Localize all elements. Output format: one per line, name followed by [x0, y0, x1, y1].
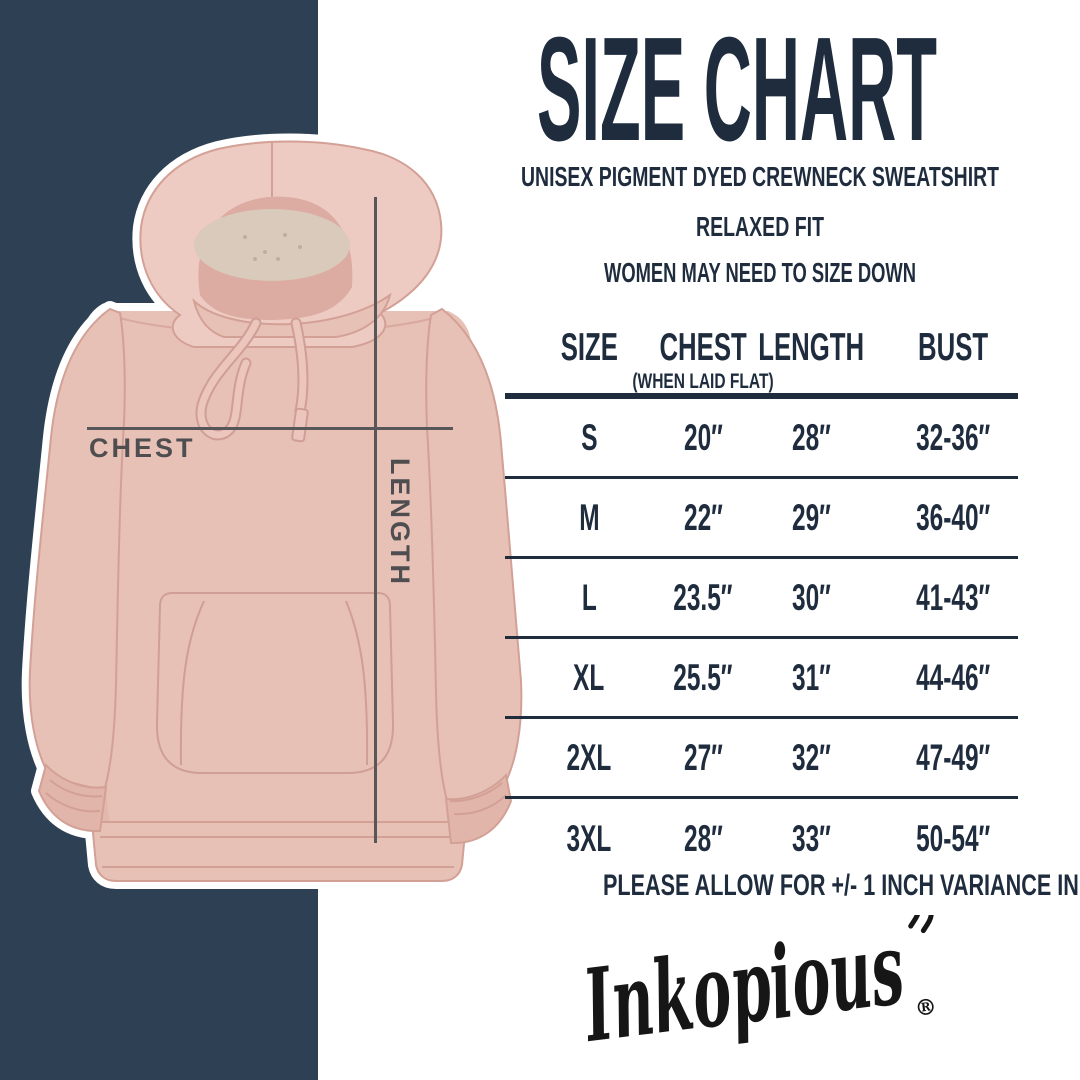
bust-value: 47-49″: [916, 736, 991, 778]
inner-neck-patch: [194, 209, 350, 281]
size-value: 3XL: [566, 818, 612, 859]
hoodie-product-photo: [10, 125, 540, 905]
size-table-header: SIZE CHEST LENGTH BUST (WHEN LAID FLAT): [505, 318, 1018, 399]
chest-value: 28″: [683, 818, 723, 859]
length-measure-line: [374, 197, 377, 843]
chest-value: 22″: [683, 496, 723, 538]
chest-note-label: (WHEN LAID FLAT): [632, 370, 774, 393]
subtitle-sizing-advice: WOMEN MAY NEED TO SIZE DOWN: [604, 257, 916, 288]
page-title-text: SIZE CHART: [537, 26, 937, 146]
length-value: 29″: [791, 496, 831, 538]
chest-measure-line: [87, 427, 453, 430]
length-measure-label: LENGTH: [385, 458, 415, 587]
subtitle-product: UNISEX PIGMENT DYED CREWNECK SWEATSHIRT: [521, 161, 999, 192]
chest-value: 27″: [683, 736, 723, 778]
right-cuff: [444, 772, 513, 845]
col-size-label: SIZE: [560, 326, 618, 369]
left-sleeve: [28, 307, 126, 793]
kangaroo-pocket: [155, 592, 395, 774]
heather-speckles: [243, 233, 302, 261]
header-cell-bust: BUST: [889, 318, 1018, 393]
length-value: 28″: [791, 416, 831, 458]
subtitle-fit: RELAXED FIT: [696, 211, 824, 242]
drawstring-aglet: [291, 407, 309, 443]
col-chest-label: CHEST: [659, 326, 747, 369]
header-cell-chest: CHEST: [659, 318, 746, 393]
table-row-s: S 20″ 28″ 32-36″: [505, 399, 1018, 479]
bust-value: 41-43″: [916, 576, 991, 618]
table-row-xl: XL 25.5″ 31″ 44-46″: [505, 639, 1018, 719]
header-cell-size: SIZE: [505, 318, 673, 393]
variance-footnote-text: PLEASE ALLOW FOR +/- 1 INCH VARIANCE IN …: [603, 869, 1080, 902]
page-title: SIZE CHART: [537, 26, 937, 146]
size-table: SIZE CHEST LENGTH BUST (WHEN LAID FLAT) …: [505, 318, 1018, 879]
left-cuff-stitch: [45, 779, 103, 813]
table-row-m: M 22″ 29″ 36-40″: [505, 479, 1018, 559]
pocket-stitch: [179, 600, 369, 766]
col-length-label: LENGTH: [758, 326, 864, 369]
bust-value: 50-54″: [916, 818, 991, 859]
logo-flourish-icon: [908, 915, 934, 934]
chest-measure-label: CHEST: [89, 433, 196, 463]
subtitle-fit-text: RELAXED FIT: [696, 211, 824, 242]
header-cell-length: LENGTH: [733, 318, 889, 393]
length-value: 33″: [791, 818, 831, 859]
table-row-2xl: 2XL 27″ 32″ 47-49″: [505, 719, 1018, 799]
hoodie-illustration: [21, 133, 530, 889]
size-value: L: [581, 576, 597, 618]
table-row-3xl: 3XL 28″ 33″ 50-54″: [505, 799, 1018, 879]
hem-band: [90, 821, 468, 882]
bust-value: 44-46″: [916, 656, 991, 698]
size-chart-panel: SIZE CHART UNISEX PIGMENT DYED CREWNECK …: [500, 0, 1080, 1080]
size-value: XL: [573, 656, 605, 698]
size-value: M: [578, 496, 600, 538]
brand-logo: Inkopious ®: [576, 915, 938, 1065]
registered-trademark-icon: ®: [913, 994, 938, 1022]
length-value: 30″: [791, 576, 831, 618]
col-bust-label: BUST: [918, 326, 989, 369]
subtitle-product-text: UNISEX PIGMENT DYED CREWNECK SWEATSHIRT: [521, 161, 999, 192]
right-cuff-stitch: [449, 782, 507, 816]
chest-value: 23.5″: [673, 576, 733, 618]
brand-logo-text: Inkopious: [576, 915, 910, 1065]
variance-footnote: PLEASE ALLOW FOR +/- 1 INCH VARIANCE IN …: [500, 869, 1080, 903]
bust-value: 36-40″: [916, 496, 991, 538]
length-value: 32″: [791, 736, 831, 778]
size-value: S: [580, 416, 598, 458]
chest-value: 20″: [683, 416, 723, 458]
table-row-l: L 23.5″ 30″ 41-43″: [505, 559, 1018, 639]
chest-value: 25.5″: [673, 656, 733, 698]
left-cuff: [37, 763, 108, 833]
bust-value: 32-36″: [916, 416, 991, 458]
subtitle-sizing-advice-text: WOMEN MAY NEED TO SIZE DOWN: [604, 257, 916, 288]
size-value: 2XL: [566, 736, 612, 778]
length-value: 31″: [791, 656, 831, 698]
